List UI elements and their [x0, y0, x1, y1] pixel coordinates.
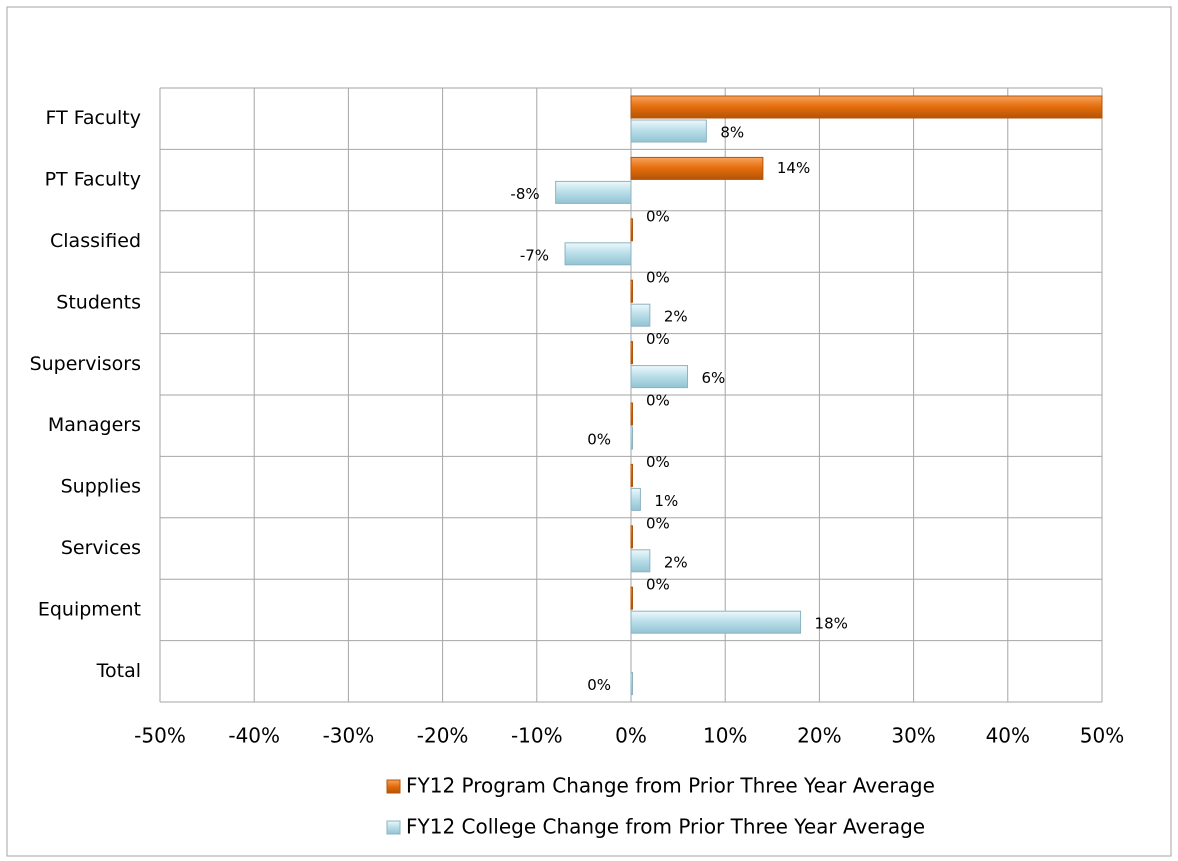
bar — [630, 341, 633, 365]
legend-label: FY12 Program Change from Prior Three Yea… — [406, 774, 935, 798]
data-label: 0% — [646, 330, 670, 348]
y-tick-label: Supplies — [61, 476, 141, 498]
bar — [630, 487, 641, 511]
x-tick-label: 30% — [891, 724, 935, 748]
x-tick-label: 20% — [797, 724, 841, 748]
bar — [630, 402, 633, 426]
data-label: 8% — [720, 124, 744, 142]
x-tick-label: -20% — [417, 724, 469, 748]
data-label: 0% — [646, 207, 670, 225]
bar — [630, 549, 651, 573]
y-tick-label: Students — [56, 291, 141, 313]
bar — [630, 586, 633, 610]
bar — [630, 426, 633, 450]
x-tick-label: -40% — [228, 724, 280, 748]
bar — [630, 672, 633, 696]
x-tick-label: 40% — [986, 724, 1030, 748]
data-label: 0% — [646, 576, 670, 594]
bar — [630, 95, 1103, 119]
data-label: 6% — [702, 369, 726, 387]
y-tick-label: Equipment — [38, 598, 141, 620]
data-label: 0% — [587, 676, 611, 694]
data-label: 14% — [777, 159, 810, 177]
x-tick-label: 10% — [703, 724, 747, 748]
bar — [630, 303, 651, 327]
chart-frame — [6, 6, 1172, 857]
data-label: 0% — [646, 453, 670, 471]
bar — [630, 119, 707, 143]
bar — [630, 365, 689, 389]
y-tick-label: Classified — [50, 230, 141, 252]
data-label: 0% — [587, 431, 611, 449]
data-label: 2% — [664, 308, 688, 326]
bar — [630, 156, 764, 180]
legend-swatch — [386, 820, 401, 835]
data-label: 0% — [646, 392, 670, 410]
y-tick-label: Supervisors — [30, 353, 141, 375]
data-label: 0% — [646, 514, 670, 532]
y-tick-label: Managers — [48, 414, 141, 436]
y-tick-label: Total — [96, 660, 141, 682]
y-tick-label: PT Faculty — [45, 169, 141, 191]
bar — [630, 218, 633, 242]
data-label: 2% — [664, 553, 688, 571]
data-label: 0% — [646, 269, 670, 287]
x-tick-label: 0% — [615, 724, 647, 748]
x-tick-label: -10% — [511, 724, 563, 748]
legend-swatch — [386, 779, 401, 794]
bar — [630, 279, 633, 303]
y-tick-label: Services — [61, 537, 141, 559]
bar — [630, 610, 802, 634]
x-tick-label: -30% — [323, 724, 375, 748]
data-label: -8% — [510, 185, 539, 203]
data-label: -7% — [520, 246, 549, 264]
bar — [555, 180, 632, 204]
legend-label: FY12 College Change from Prior Three Yea… — [406, 815, 925, 839]
data-label: 1% — [654, 492, 678, 510]
bar — [630, 525, 633, 549]
y-tick-label: FT Faculty — [45, 107, 141, 129]
bar — [564, 242, 632, 266]
bar — [630, 463, 633, 487]
x-tick-label: -50% — [134, 724, 186, 748]
x-tick-label: 50% — [1080, 724, 1124, 748]
data-label: 18% — [815, 615, 848, 633]
